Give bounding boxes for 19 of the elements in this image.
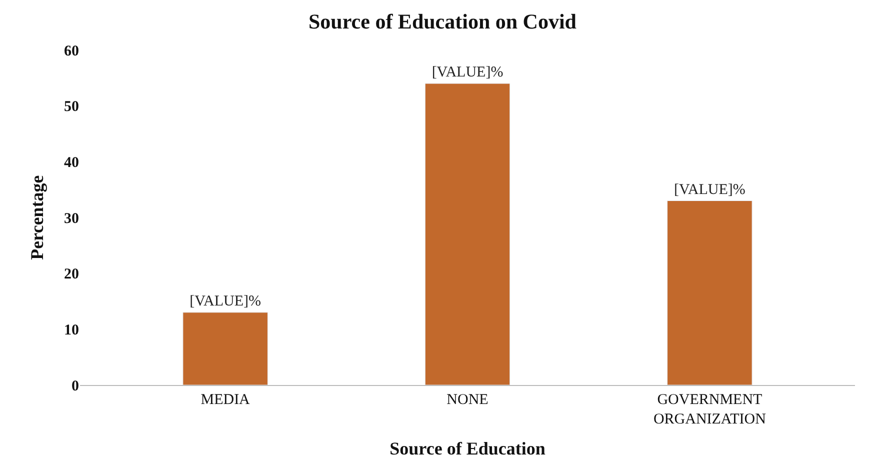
y-tick-label: 30: [64, 210, 79, 227]
bar: [667, 200, 752, 385]
data-label: [VALUE]%: [190, 293, 262, 310]
bar: [424, 83, 510, 385]
bar: [182, 312, 268, 385]
x-tick-label: MEDIA: [200, 392, 250, 408]
y-tick-label: 40: [64, 154, 79, 171]
y-tick-label: 10: [64, 322, 79, 338]
x-tick-label: GOVERNMENT ORGANIZATION: [653, 392, 766, 428]
data-label: [VALUE]%: [674, 182, 746, 198]
x-axis-title: Source of Education: [390, 438, 546, 459]
y-tick-label: 0: [72, 378, 79, 394]
y-tick-label: 20: [64, 266, 79, 283]
data-label: [VALUE]%: [432, 64, 504, 80]
y-axis-title: Percentage: [27, 175, 48, 260]
x-tick-label: NONE: [446, 392, 488, 408]
y-tick-label: 50: [64, 99, 79, 116]
y-tick-label: 60: [64, 43, 79, 60]
chart-title: Source of Education on Covid: [308, 10, 577, 34]
